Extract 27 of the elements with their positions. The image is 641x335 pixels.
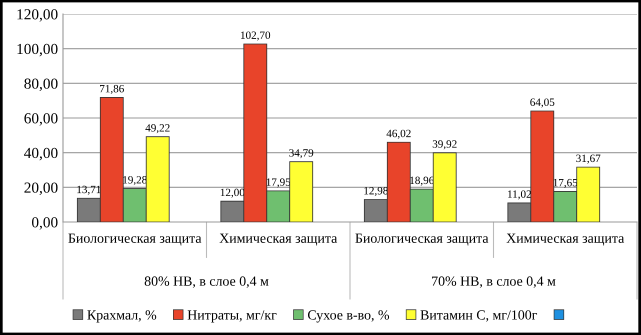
text: 70% НВ, в слое 0,4 м [432,276,556,288]
y-tick-label: 80,00 [24,78,58,91]
data-label: 71,86 [100,84,124,94]
data-label: 64,05 [530,98,554,108]
data-label: 11,02 [508,190,532,200]
data-label: 39,92 [432,140,457,150]
x-tick-label: Биологическая защита [68,234,202,246]
y-tick-label: 100,00 [17,44,58,56]
text: 80% НВ, в слое 0,4 м [144,276,269,288]
y-tick-label: 60,00 [24,113,58,126]
legend-label: Сухое в-во, % [308,310,390,322]
data-label: 31,67 [576,154,600,164]
x-tick-label: Химическая защита [220,234,338,246]
legend-label: Нитраты, мг/кг [188,310,276,322]
y-tick-label: 120,00 [17,9,58,22]
x-tick-label: Биологическая защита [355,234,488,246]
y-tick-label: 0,00 [32,217,58,230]
legend-label: Крахмал, % [87,310,156,322]
data-label: 49,22 [145,124,170,134]
legend-label: Витамин С, мг/100г [420,310,538,322]
x-tick-label: Химическая защита [506,234,624,246]
data-label: 34,79 [289,149,314,158]
y-tick-label: 40,00 [24,148,58,160]
data-label: 102,70 [240,31,270,41]
data-label: 46,02 [386,130,411,139]
data-label: 13,71 [77,186,101,195]
y-tick-label: 20,00 [24,182,58,195]
